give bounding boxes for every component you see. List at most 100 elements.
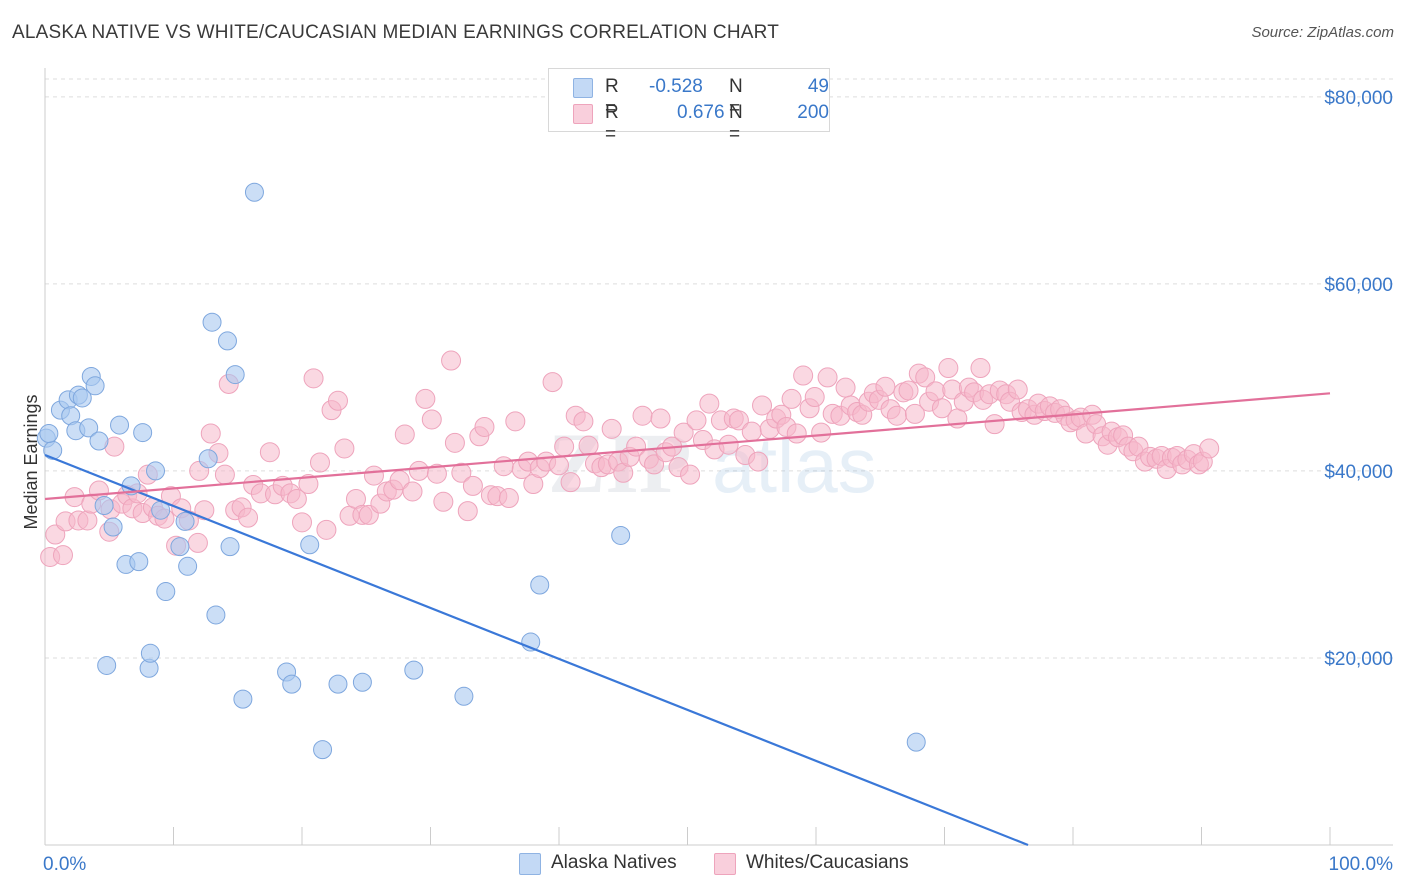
legend-n-label: N =	[729, 76, 743, 119]
alaska-trend-line	[44, 453, 1029, 847]
gridlines	[45, 78, 1393, 659]
legend-r-value-alaska: -0.528	[649, 76, 703, 97]
alaska-point	[97, 655, 117, 675]
white-point	[493, 456, 514, 477]
white-point	[309, 452, 330, 473]
x-tick-label-start: 0.0%	[43, 854, 86, 875]
white-point	[886, 405, 907, 426]
alaska-point	[611, 525, 631, 545]
alaska-point	[140, 643, 160, 663]
white-point	[421, 409, 442, 430]
white-point	[457, 501, 478, 522]
white-point	[741, 421, 762, 442]
alaska-point	[103, 517, 123, 537]
white-point	[650, 408, 671, 429]
alaska-point	[79, 418, 99, 438]
legend-n-value-alaska: 49	[807, 76, 829, 97]
white-point	[573, 411, 594, 432]
white-point	[444, 432, 465, 453]
white-point	[415, 388, 436, 409]
white-point	[433, 491, 454, 512]
alaska-point	[175, 511, 195, 531]
alaska-point	[454, 686, 474, 706]
white-point	[718, 434, 739, 455]
white-point	[408, 460, 429, 481]
white-point	[875, 376, 896, 397]
white-point	[394, 424, 415, 445]
legend-r-label: R =	[605, 102, 619, 145]
alaska-point	[178, 556, 198, 576]
axes	[44, 68, 1393, 846]
alaska-point	[282, 674, 302, 694]
white-point	[915, 367, 936, 388]
alaska-point	[206, 605, 226, 625]
white-point	[238, 507, 259, 528]
alaska-point	[146, 461, 166, 481]
white-point	[984, 414, 1005, 435]
alaska-native-points	[36, 182, 926, 760]
bottom-legend-label-white: Whites/Caucasians	[746, 852, 909, 873]
white-point	[259, 442, 280, 463]
white-point	[781, 388, 802, 409]
alaska-point	[244, 182, 264, 202]
white-point	[554, 436, 575, 457]
white-point	[214, 464, 235, 485]
legend-swatch-alaska	[573, 78, 593, 98]
white-point	[699, 393, 720, 414]
white-point	[187, 532, 208, 553]
alaska-point	[906, 732, 926, 752]
white-point	[451, 462, 472, 483]
white-point	[728, 410, 749, 431]
alaska-point	[313, 740, 333, 760]
alaska-point	[72, 388, 92, 408]
legend-swatch-white	[573, 104, 593, 124]
white-point	[835, 377, 856, 398]
legend-r-value-white: 0.676	[677, 102, 725, 123]
white-point	[931, 398, 952, 419]
white-point	[938, 358, 959, 379]
white-point	[200, 423, 221, 444]
white-trend-line	[44, 392, 1331, 501]
white-point	[673, 422, 694, 443]
alaska-point	[233, 689, 253, 709]
white-point	[632, 405, 653, 426]
white-point	[334, 438, 355, 459]
white-point	[298, 474, 319, 495]
y-axis-label: Median Earnings	[21, 394, 41, 529]
y-tick-label: $20,000	[1324, 649, 1393, 670]
white-point	[601, 418, 622, 439]
white-caucasian-points	[40, 350, 1220, 567]
tick-labels: $20,000 $40,000 $60,000 $80,000 0.0% 100.0% Me…	[21, 88, 1393, 875]
alaska-point	[94, 496, 114, 516]
white-point	[925, 381, 946, 402]
alaska-point	[85, 376, 105, 396]
white-point	[441, 350, 462, 371]
legend-n-value-white: 200	[797, 102, 829, 123]
white-point	[462, 475, 483, 496]
white-point	[77, 510, 98, 531]
white-point	[748, 451, 769, 472]
white-point	[45, 524, 66, 545]
bottom-legend-swatch-white	[714, 853, 736, 875]
white-point	[498, 488, 519, 509]
white-point	[1007, 379, 1028, 400]
chart-title: ALASKA NATIVE VS WHITE/CAUCASIAN MEDIAN …	[12, 22, 780, 43]
alaska-point	[220, 537, 240, 557]
white-point	[52, 545, 73, 566]
alaska-point	[530, 575, 550, 595]
alaska-point	[225, 365, 245, 385]
bottom-legend-label-alaska: Alaska Natives	[551, 852, 677, 873]
white-point	[474, 416, 495, 437]
alaska-point	[110, 415, 130, 435]
white-point	[426, 463, 447, 484]
white-point	[578, 435, 599, 456]
chart-source: Source: ZipAtlas.com	[1251, 24, 1394, 41]
legend-r-label: R =	[605, 76, 619, 119]
white-point	[904, 403, 925, 424]
bottom-legend-swatch-alaska	[519, 853, 541, 875]
y-tick-label: $80,000	[1324, 88, 1393, 109]
alaska-point	[39, 424, 59, 444]
white-point	[194, 500, 215, 521]
alaska-point	[198, 449, 218, 469]
